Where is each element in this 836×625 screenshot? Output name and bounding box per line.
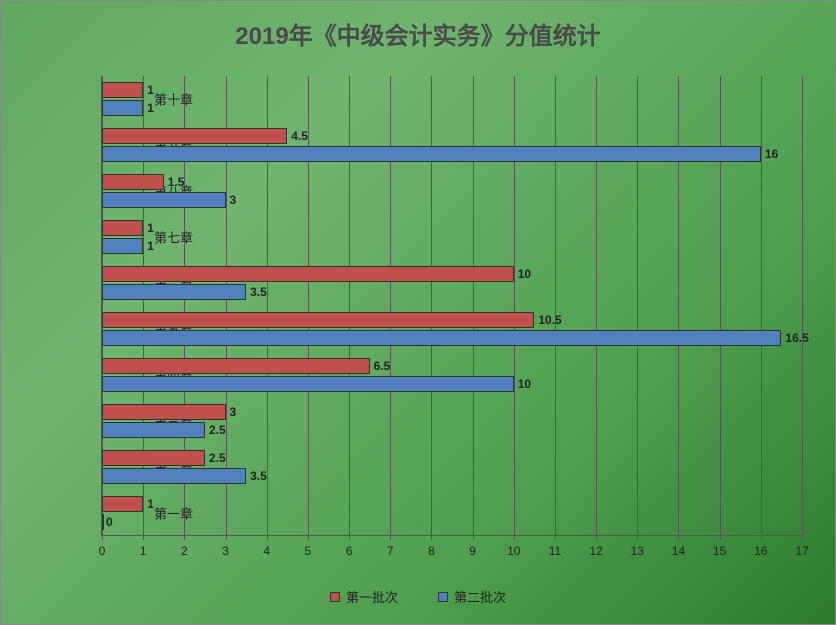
legend: 第一批次 第二批次 [1,587,835,606]
bar-series1 [102,450,205,466]
x-tick-label: 9 [469,544,476,558]
bar-series1 [102,312,534,328]
y-category-label: 第七章 [154,228,193,247]
bar-value-label: 1 [147,497,154,511]
x-tick-label: 15 [713,544,726,558]
bar-series1 [102,174,164,190]
bar-series2 [102,514,104,530]
x-tick-label: 5 [305,544,312,558]
bar-series2 [102,284,246,300]
bar-value-label: 10 [518,267,531,281]
bar-value-label: 16.5 [785,331,808,345]
bar-series2 [102,468,246,484]
bar-value-label: 3.5 [250,469,267,483]
x-tick-label: 13 [631,544,644,558]
x-tick-label: 1 [140,544,147,558]
bar-value-label: 10 [518,377,531,391]
bar-value-label: 2.5 [209,451,226,465]
bar-value-label: 6.5 [374,359,391,373]
bar-value-label: 1 [147,221,154,235]
bar-value-label: 3 [230,193,237,207]
bar-series1 [102,128,287,144]
bar-value-label: 1.5 [168,175,185,189]
bar-value-label: 1 [147,83,154,97]
bar-value-label: 3.5 [250,285,267,299]
bar-series2 [102,100,143,116]
legend-label: 第一批次 [346,587,398,606]
bar-value-label: 2.5 [209,423,226,437]
legend-item-series1: 第一批次 [330,587,398,606]
bar-series1 [102,82,143,98]
y-category-label: 第一章 [154,504,193,523]
bar-series1 [102,266,514,282]
x-tick-label: 4 [263,544,270,558]
bar-value-label: 3 [230,405,237,419]
bar-series1 [102,496,143,512]
chart-title: 2019年《中级会计实务》分值统计 [1,16,835,51]
bar-value-label: 10.5 [538,313,561,327]
bar-value-label: 1 [147,101,154,115]
bar-series2 [102,330,781,346]
legend-swatch-icon [330,592,340,602]
legend-item-series2: 第二批次 [438,587,506,606]
gridline-v [761,76,762,540]
bar-series2 [102,238,143,254]
x-tick-label: 2 [181,544,188,558]
bar-value-label: 4.5 [291,129,308,143]
x-tick-label: 3 [222,544,229,558]
bar-series2 [102,192,226,208]
bar-value-label: 1 [147,239,154,253]
bar-value-label: 16 [765,147,778,161]
x-tick-label: 16 [754,544,767,558]
plot-area: 01234567891011121314151617第一章10第二章2.53.5… [101,76,801,536]
bar-series1 [102,358,370,374]
gridline-v [802,76,803,540]
x-tick-label: 8 [428,544,435,558]
legend-swatch-icon [438,592,448,602]
bar-series1 [102,220,143,236]
bar-series1 [102,404,226,420]
x-tick-label: 7 [387,544,394,558]
chart-container: 2019年《中级会计实务》分值统计 0123456789101112131415… [0,0,836,625]
bar-series2 [102,422,205,438]
legend-label: 第二批次 [454,587,506,606]
x-tick-label: 6 [346,544,353,558]
bar-series2 [102,376,514,392]
x-tick-label: 10 [507,544,520,558]
y-category-label: 第十章 [154,90,193,109]
x-tick-label: 0 [99,544,106,558]
bar-value-label: 0 [106,515,113,529]
x-tick-label: 17 [795,544,808,558]
x-tick-label: 14 [672,544,685,558]
x-tick-label: 11 [549,544,561,558]
x-tick-label: 12 [589,544,602,558]
bar-series2 [102,146,761,162]
